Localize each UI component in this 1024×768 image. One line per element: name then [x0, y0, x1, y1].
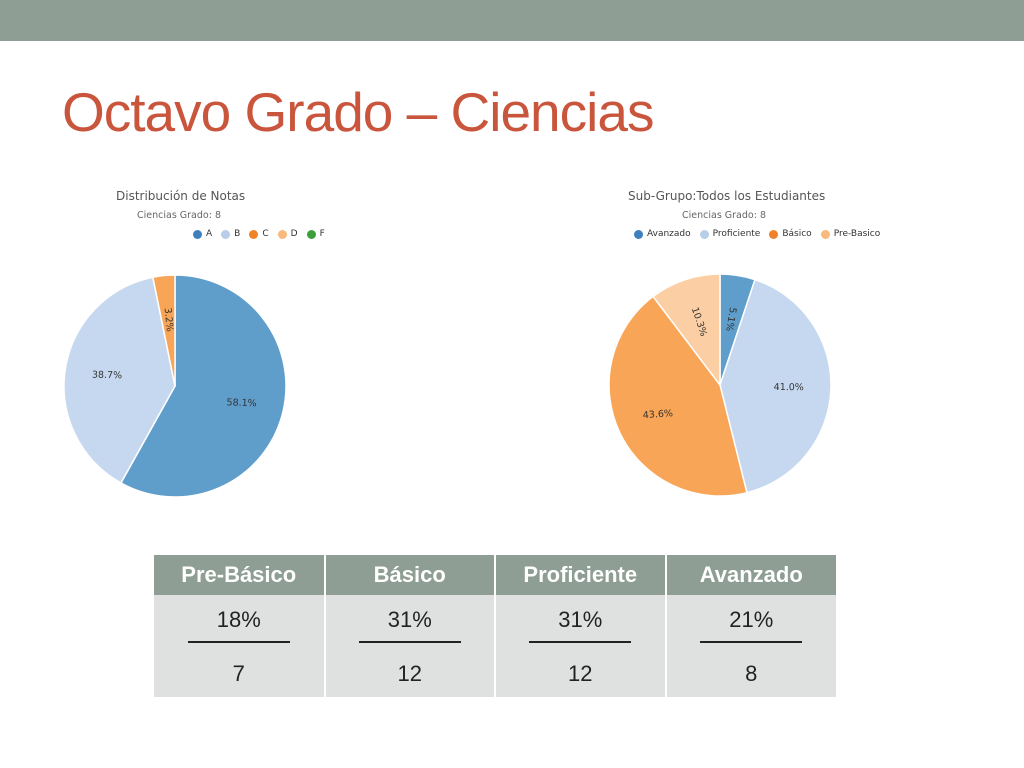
- legend-item: Pre-Basico: [820, 229, 881, 239]
- legend-label: B: [234, 229, 241, 239]
- legend-swatch: [221, 229, 231, 239]
- legend-swatch: [769, 229, 779, 239]
- cell-proficiente: 31% 12: [495, 595, 667, 697]
- count-value: 7: [232, 661, 245, 686]
- header-proficiente: Proficiente: [495, 555, 667, 595]
- slide-title: Octavo Grado – Ciencias: [62, 81, 654, 143]
- chart-1-subtitle: Ciencias Grado: 8: [137, 210, 221, 221]
- cell-pre-basico: 18% 7: [154, 595, 326, 697]
- legend-label: Proficiente: [712, 229, 761, 239]
- pie-data-label: 58.1%: [226, 397, 257, 409]
- legend-swatch: [306, 229, 316, 239]
- cell-avanzado: 21% 8: [665, 595, 836, 697]
- cell-basico: 31% 12: [324, 595, 496, 697]
- fraction-line: [700, 641, 803, 643]
- header-avanzado: Avanzado: [665, 555, 836, 595]
- percent-value: 21%: [729, 607, 774, 632]
- legend-item: F: [306, 229, 325, 239]
- summary-header-row: Pre-Básico Básico Proficiente Avanzado: [154, 555, 836, 595]
- legend-item: Básico: [769, 229, 812, 239]
- percent-value: 31%: [558, 607, 603, 632]
- pie-data-label: 41.0%: [774, 382, 804, 393]
- legend-label: F: [319, 229, 325, 239]
- top-band: [0, 0, 1024, 41]
- chart-1-title: Distribución de Notas: [116, 189, 246, 203]
- legend-label: Avanzado: [647, 229, 691, 239]
- header-pre-basico: Pre-Básico: [154, 555, 326, 595]
- pie-slice-b: [63, 276, 176, 484]
- legend-item: A: [193, 229, 212, 239]
- summary-table: Pre-Básico Básico Proficiente Avanzado 1…: [154, 555, 836, 697]
- fraction-line: [529, 641, 632, 643]
- summary-data-row: 18% 7 31% 12 31% 12 21% 8: [154, 595, 836, 697]
- legend-label: Pre-Basico: [833, 229, 881, 239]
- legend-item: Proficiente: [699, 229, 761, 239]
- chart-2-subtitle: Ciencias Grado: 8: [682, 210, 766, 221]
- legend-item: C: [249, 229, 269, 239]
- percent-value: 31%: [387, 607, 432, 632]
- count-value: 12: [568, 661, 593, 686]
- pie-data-label: 43.6%: [642, 408, 673, 421]
- legend-label: D: [290, 229, 298, 239]
- pie-data-label: 5.1%: [723, 306, 738, 332]
- chart-2-title: Sub-Grupo:Todos los Estudiantes: [628, 189, 826, 203]
- legend-swatch: [277, 229, 287, 239]
- fraction-line: [358, 641, 461, 643]
- pie-slice-proficiente: [719, 278, 832, 494]
- legend-label: A: [206, 229, 213, 239]
- pie-slice-pre-basico: [652, 273, 721, 388]
- legend-swatch: [249, 229, 259, 239]
- legend-label: Básico: [782, 229, 812, 239]
- legend-item: D: [277, 229, 298, 239]
- pie-data-label: 38.7%: [92, 370, 122, 382]
- pie-slice-c: [151, 274, 176, 387]
- legend-item: Avanzado: [634, 229, 691, 239]
- legend-item: B: [221, 229, 240, 239]
- legend-label: C: [262, 229, 269, 239]
- legend-swatch: [820, 229, 830, 239]
- legend-swatch: [699, 229, 709, 239]
- pie-slice-b-sico: [608, 295, 748, 497]
- pie-data-label: 3.2%: [162, 307, 175, 332]
- pie-slice-a: [119, 274, 287, 498]
- header-basico: Básico: [324, 555, 496, 595]
- count-value: 8: [745, 661, 758, 686]
- legend-swatch: [634, 229, 643, 239]
- fraction-line: [187, 641, 290, 643]
- percent-value: 18%: [216, 607, 261, 632]
- legend-swatch: [193, 229, 202, 239]
- chart-2-legend: Avanzado Proficiente Básico Pre-Basico: [634, 229, 880, 239]
- count-value: 12: [397, 661, 422, 686]
